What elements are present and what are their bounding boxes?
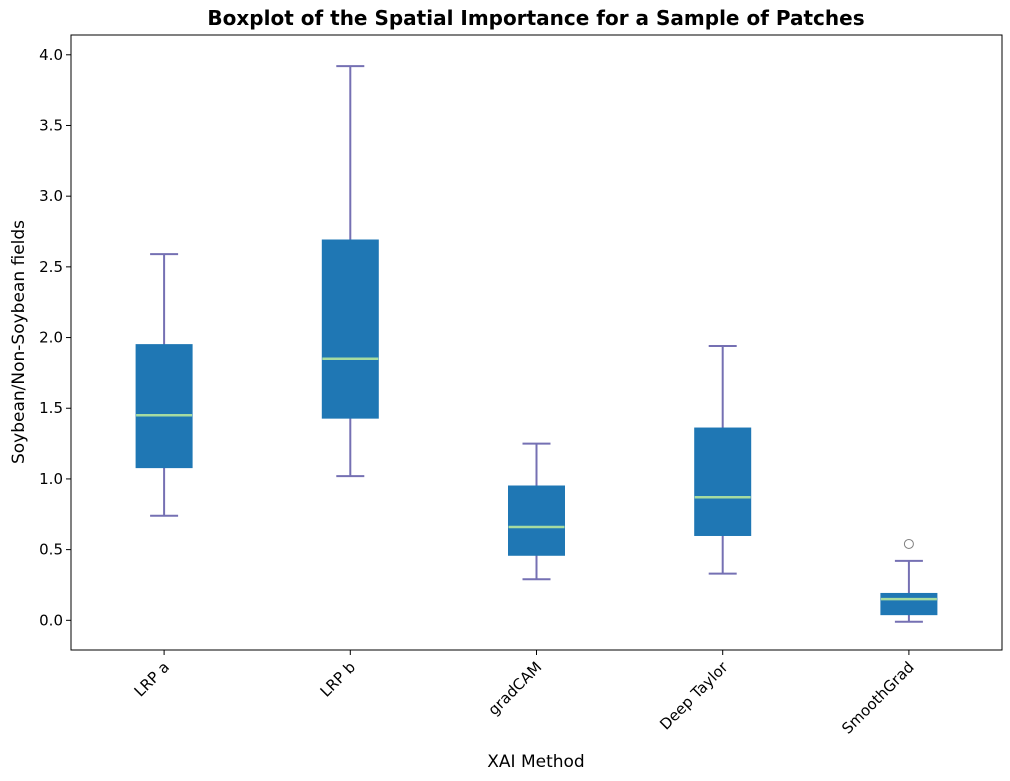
- box: [880, 592, 938, 616]
- x-tick-label: SmoothGrad: [838, 658, 917, 737]
- plot-area: 0.0 0.5 1.0 1.5 2.0 2.5 3.0 3.5 4.0 LRP a LRP b gra…: [39, 46, 938, 738]
- y-tick-label: 1.0: [39, 470, 63, 488]
- box: [135, 344, 193, 469]
- box: [694, 427, 752, 536]
- y-tick-label: 2.5: [39, 258, 63, 276]
- y-tick-label: 4.0: [39, 46, 63, 64]
- outlier-point: [903, 538, 914, 549]
- y-tick-label: 3.0: [39, 187, 63, 205]
- box: [508, 485, 565, 556]
- x-axis-label: XAI Method: [487, 752, 584, 772]
- y-tick-label: 1.5: [39, 399, 63, 417]
- y-tick-label: 3.5: [39, 116, 63, 134]
- y-tick-label: 2.0: [39, 329, 63, 347]
- x-tick-label: LRP b: [317, 658, 360, 701]
- y-tick-label: 0.5: [39, 541, 63, 559]
- x-tick-label: LRP a: [131, 658, 173, 700]
- x-tick-label: Deep Taylor: [656, 658, 732, 734]
- plot-frame: [70, 34, 1003, 651]
- x-tick-label: gradCAM: [484, 658, 545, 719]
- y-axis-label: Soybean/Non-Soybean fields: [9, 220, 29, 464]
- y-tick-label: 0.0: [39, 611, 63, 629]
- box: [321, 239, 379, 419]
- chart-title: Boxplot of the Spatial Importance for a …: [207, 6, 864, 30]
